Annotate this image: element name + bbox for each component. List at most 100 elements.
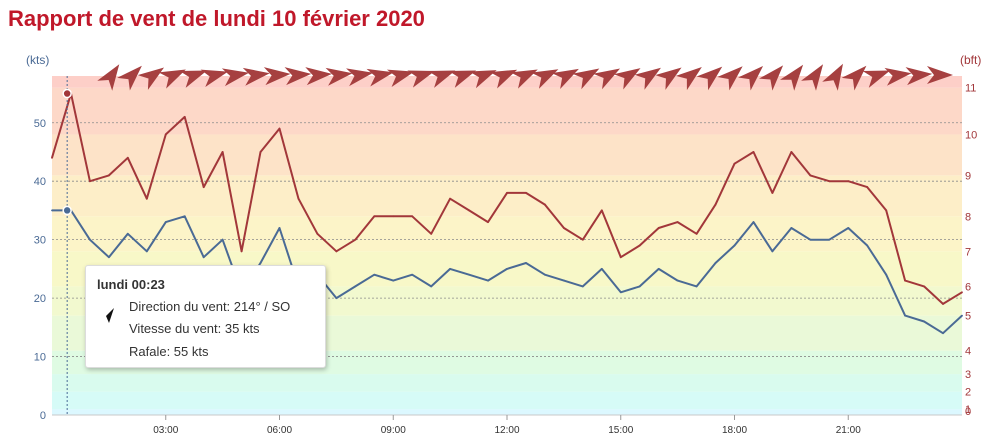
tooltip-time: lundi 00:23: [97, 277, 165, 292]
speed-point: [126, 232, 129, 235]
y-tick-right: 2: [965, 387, 971, 399]
gust-point: [923, 285, 925, 288]
speed-point: [600, 267, 603, 270]
speed-point: [468, 273, 470, 276]
speed-point: [695, 285, 698, 288]
wind-arrow-icon: [179, 70, 208, 88]
speed-point: [752, 221, 755, 224]
wind-arrow-icon: [117, 65, 142, 91]
wind-arrow-icon: [613, 68, 641, 90]
wind-arrow-icon: [469, 70, 497, 89]
speed-point: [259, 262, 262, 264]
speed-point: [525, 262, 527, 264]
speed-point: [714, 262, 717, 264]
y-tick-right: 10: [965, 129, 977, 141]
speed-point: [885, 273, 888, 276]
speed-point: [923, 320, 925, 323]
speed-point: [89, 238, 91, 241]
speed-point: [562, 279, 565, 282]
y-axis-right-label: (bft): [960, 53, 981, 67]
gust-point: [145, 197, 148, 200]
beaufort-band-7: [52, 216, 962, 252]
y-tick-right: 7: [965, 246, 971, 258]
gust-point: [942, 303, 944, 305]
wind-arrow-icon: [862, 70, 891, 88]
gust-point: [164, 133, 167, 136]
gust-point: [619, 256, 622, 259]
wind-arrow-icon: [510, 69, 538, 89]
series-lines[interactable]: [51, 92, 963, 335]
wind-arrow-icon: [655, 67, 682, 90]
speed-point: [942, 332, 944, 335]
gust-point: [468, 209, 470, 212]
gust-point: [638, 244, 641, 247]
wind-arrow-icon: [325, 67, 353, 86]
wind-arrow-icon: [696, 66, 723, 91]
speed-point: [392, 279, 395, 282]
gust-point: [373, 215, 376, 218]
speed-point: [790, 227, 793, 229]
gust-point: [487, 221, 489, 224]
wind-arrow-icon: [448, 70, 477, 88]
wind-arrow-icon: [717, 66, 743, 91]
x-tick-label: 21:00: [836, 425, 861, 436]
speed-point: [164, 221, 167, 224]
gust-point: [828, 180, 831, 183]
gust-point: [449, 197, 452, 200]
speed-point: [961, 314, 963, 317]
x-tick-label: 03:00: [153, 425, 178, 436]
wind-arrow-icon: [97, 64, 120, 91]
speed-point: [904, 314, 907, 317]
chart-title: Rapport de vent de lundi 10 février 2020: [8, 6, 425, 31]
speed-point: [828, 238, 831, 241]
tooltip-direction: Direction du vent: 214° / SO: [129, 299, 291, 314]
gust-point: [525, 191, 527, 194]
wind-arrow-icon: [634, 67, 661, 90]
x-tick-label: 12:00: [494, 425, 519, 436]
speed-point: [183, 215, 186, 218]
beaufort-band-8: [52, 175, 962, 217]
y-tick-left: 10: [34, 352, 46, 364]
gust-point: [544, 203, 546, 206]
wind-arrow-icon: [593, 68, 621, 90]
wind-arrow-icon: [780, 64, 804, 91]
wind-arrow-icon: [200, 69, 229, 88]
gust-point: [221, 151, 224, 153]
gust-point: [562, 227, 565, 229]
wind-arrow-icon: [427, 70, 456, 88]
gust-point: [847, 180, 850, 183]
wind-arrow-icon: [675, 66, 702, 91]
gust-point: [354, 238, 357, 241]
gust-point: [866, 186, 869, 188]
speed-point: [411, 273, 414, 276]
gust-point: [695, 232, 698, 235]
wind-arrow-icon: [158, 69, 186, 89]
wind-arrow-icon: [407, 70, 435, 88]
gust-point: [600, 209, 603, 212]
y-tick-left: 40: [34, 176, 46, 188]
y-axis-left-label: (kts): [26, 53, 49, 67]
speed-point: [847, 227, 850, 229]
wind-arrow-icon: [551, 68, 579, 90]
speed-point: [202, 256, 205, 259]
wind-arrow-icon: [346, 68, 374, 87]
speed-point: [733, 244, 736, 247]
wind-arrow-icon: [489, 69, 518, 89]
wind-arrow-icon: [386, 69, 415, 88]
gust-point: [411, 215, 414, 218]
gust-point: [904, 279, 907, 282]
gust-point: [430, 232, 433, 235]
speed-point: [354, 285, 357, 288]
y-tick-right: 8: [965, 211, 971, 223]
gust-point: [183, 116, 186, 118]
gust-point: [771, 191, 774, 194]
x-tick-label: 06:00: [267, 425, 292, 436]
wind-direction-arrow-icon: [98, 308, 114, 324]
y-tick-right: 6: [965, 281, 971, 293]
x-tick-label: 09:00: [381, 425, 406, 436]
speed-point: [771, 250, 774, 253]
speed-point: [430, 285, 433, 288]
x-tick-label: 18:00: [722, 425, 747, 436]
gust-point: [657, 227, 660, 229]
